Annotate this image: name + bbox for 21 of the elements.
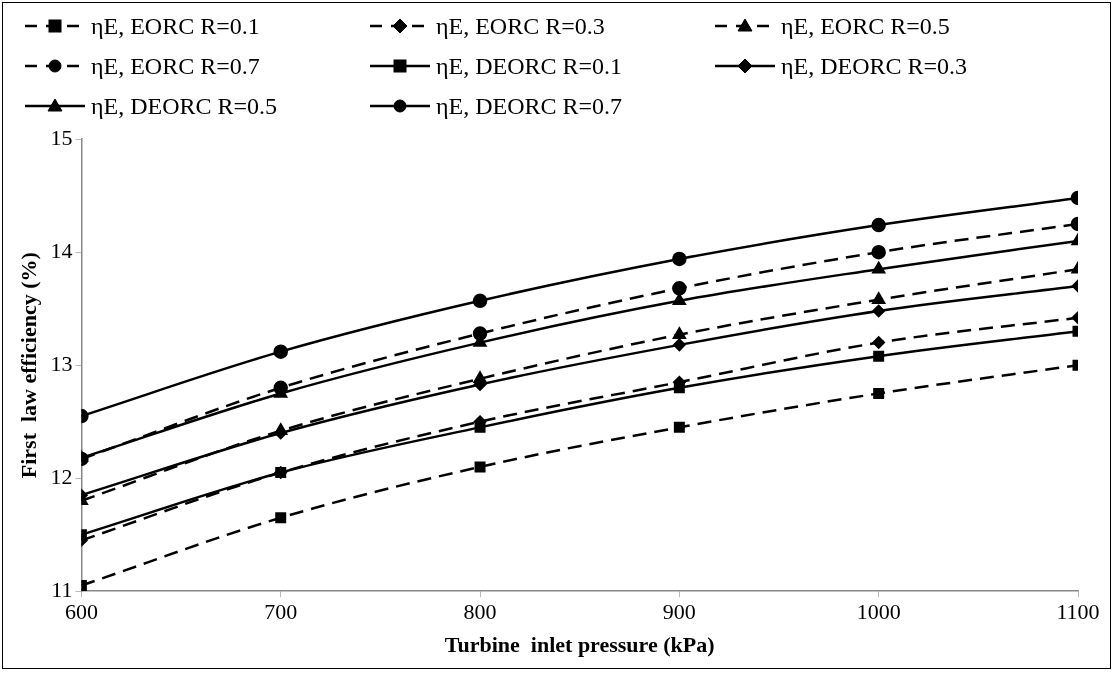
x-tick-label: 1100	[1056, 599, 1100, 625]
y-tick-label: 14	[50, 237, 73, 263]
x-tick-label: 900	[662, 599, 696, 625]
x-axis-title: Turbine inlet pressure (kPa)	[444, 632, 715, 658]
x-tick-label: 600	[64, 599, 98, 625]
x-tick-label: 1000	[856, 599, 901, 625]
legend-label: ηE, DEORC R=0.5	[91, 92, 278, 120]
legend-label: ηE, EORC R=0.3	[436, 12, 605, 40]
x-tick-label: 700	[264, 599, 298, 625]
y-tick-label: 13	[50, 350, 73, 376]
legend-label: ηE, DEORC R=0.1	[436, 52, 623, 80]
legend-label: ηE, DEORC R=0.3	[781, 52, 968, 80]
y-tick-label: 12	[50, 463, 73, 489]
legend-label: ηE, EORC R=0.5	[781, 12, 950, 40]
legend-label: ηE, EORC R=0.1	[91, 12, 260, 40]
y-tick-label: 15	[50, 124, 73, 150]
y-axis-title: First law efficiency (%)	[15, 252, 41, 479]
x-tick-label: 800	[463, 599, 497, 625]
legend-label: ηE, EORC R=0.7	[91, 52, 260, 80]
y-tick-label: 11	[51, 576, 73, 602]
legend-label: ηE, DEORC R=0.7	[436, 92, 623, 120]
